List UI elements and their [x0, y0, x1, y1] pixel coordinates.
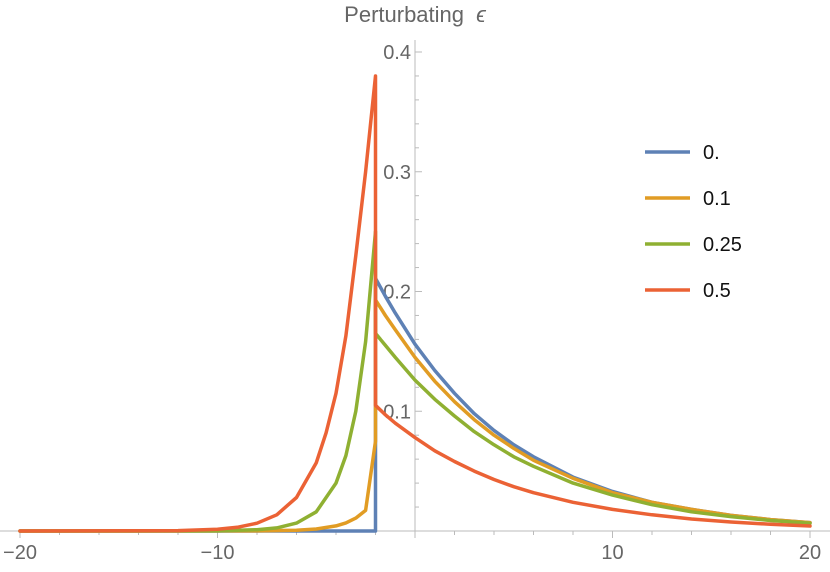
- y-tick-label: 0.4: [383, 42, 411, 64]
- x-tick-label: −10: [201, 542, 235, 564]
- legend-label-0: 0.: [703, 142, 720, 164]
- series-line-1: [18, 298, 812, 533]
- axes: −20 −10 10 20 0.1 0.2 0.3 0.4: [0, 40, 830, 564]
- x-tick-label: −20: [3, 542, 37, 564]
- x-tick-label: 10: [601, 542, 623, 564]
- chart-title-symbol: ϵ: [476, 2, 487, 27]
- legend-label-3: 0.5: [703, 280, 731, 302]
- y-tick-label: 0.1: [383, 401, 411, 423]
- x-tick-label: 20: [799, 542, 821, 564]
- series-line-2: [18, 229, 812, 533]
- y-tick-label: 0.2: [383, 282, 411, 304]
- y-tick-label: 0.3: [383, 162, 411, 184]
- chart-title: Perturbating ϵ: [344, 2, 487, 27]
- legend: 0. 0.1 0.25 0.5: [645, 142, 742, 302]
- series-lines: [18, 74, 812, 533]
- legend-label-2: 0.25: [703, 234, 742, 256]
- legend-label-1: 0.1: [703, 188, 731, 210]
- series-line-3: [18, 74, 812, 533]
- chart-title-text: Perturbating: [344, 2, 464, 27]
